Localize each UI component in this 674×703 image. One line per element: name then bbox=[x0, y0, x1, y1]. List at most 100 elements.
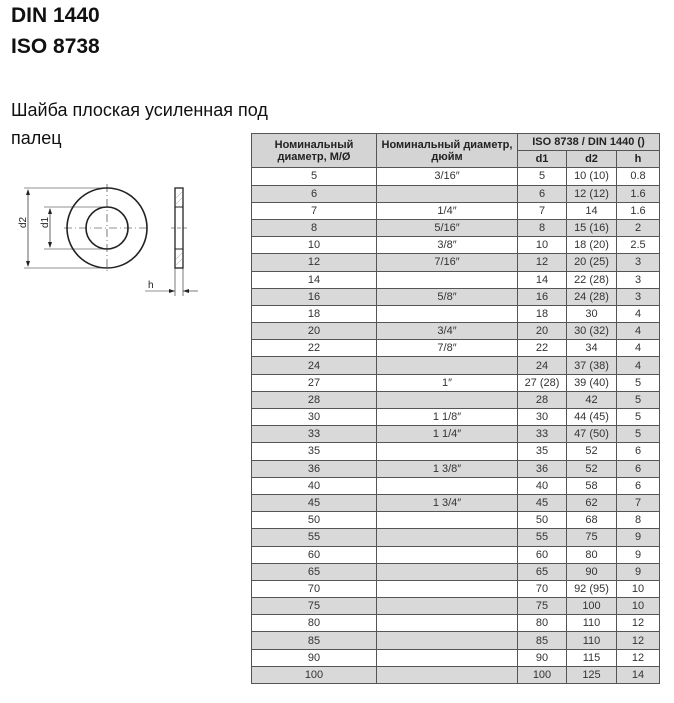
cell-d1: 12 bbox=[517, 253, 567, 272]
cell-nominal-metric: 5 bbox=[251, 167, 377, 186]
cell-h: 9 bbox=[616, 562, 660, 581]
cell-nominal-inch: 7/8″ bbox=[376, 339, 518, 358]
cell-h: 4 bbox=[616, 304, 660, 324]
cell-h: 6 bbox=[616, 442, 660, 461]
cell-h: 12 bbox=[616, 614, 660, 633]
cell-d2: 58 bbox=[566, 476, 617, 495]
cell-h: 6 bbox=[616, 476, 660, 495]
cell-h: 3 bbox=[616, 287, 660, 306]
cell-nominal-metric: 50 bbox=[251, 511, 377, 530]
cell-nominal-inch bbox=[376, 476, 518, 495]
cell-nominal-metric: 6 bbox=[251, 184, 377, 203]
cell-h: 4 bbox=[616, 322, 660, 341]
cell-h: 3 bbox=[616, 253, 660, 272]
cell-d1: 30 bbox=[517, 407, 567, 427]
cell-d1: 40 bbox=[517, 476, 567, 495]
cell-d2: 24 (28) bbox=[566, 287, 617, 306]
cell-d2: 18 (20) bbox=[566, 236, 617, 255]
cell-nominal-inch bbox=[376, 597, 518, 616]
cell-d1: 60 bbox=[517, 545, 567, 564]
table-row: 28 28 42 5 bbox=[251, 390, 660, 410]
cell-d1: 75 bbox=[517, 597, 567, 616]
washer-size-table: Номинальный диаметр, М/Ø Номинальный диа… bbox=[251, 132, 660, 685]
cell-h: 5 bbox=[616, 425, 660, 444]
cell-d2: 22 (28) bbox=[566, 270, 617, 289]
cell-nominal-inch: 1 1/8″ bbox=[376, 407, 518, 427]
cell-h: 5 bbox=[616, 390, 660, 410]
cell-nominal-inch: 5/8″ bbox=[376, 287, 518, 306]
inner-circle bbox=[85, 206, 129, 250]
cell-d2: 62 bbox=[566, 493, 617, 513]
cell-nominal-metric: 55 bbox=[251, 528, 377, 547]
cell-nominal-inch bbox=[376, 545, 518, 564]
cell-h: 10 bbox=[616, 597, 660, 616]
label-h: h bbox=[148, 280, 154, 291]
cell-nominal-metric: 7 bbox=[251, 201, 377, 220]
cell-d2: 115 bbox=[566, 648, 617, 667]
table-row: 20 3/4″ 20 30 (32) 4 bbox=[251, 322, 660, 341]
cell-d1: 27 (28) bbox=[517, 373, 567, 392]
cell-nominal-inch: 1″ bbox=[376, 373, 518, 392]
cell-d1: 10 bbox=[517, 236, 567, 255]
table-row: 100 100 125 14 bbox=[251, 665, 660, 685]
cell-nominal-metric: 60 bbox=[251, 545, 377, 564]
cell-nominal-metric: 12 bbox=[251, 253, 377, 272]
cell-d2: 37 (38) bbox=[566, 356, 617, 375]
cell-d2: 42 bbox=[566, 390, 617, 410]
cell-nominal-metric: 45 bbox=[251, 493, 377, 513]
table-row: 6 6 12 (12) 1.6 bbox=[251, 184, 660, 203]
cell-d2: 52 bbox=[566, 442, 617, 461]
cell-nominal-metric: 65 bbox=[251, 562, 377, 581]
cell-d2: 110 bbox=[566, 631, 617, 650]
cell-nominal-inch: 3/4″ bbox=[376, 322, 518, 341]
cell-h: 9 bbox=[616, 545, 660, 564]
cell-nominal-metric: 36 bbox=[251, 459, 377, 478]
cell-d1: 80 bbox=[517, 614, 567, 633]
cell-nominal-inch bbox=[376, 528, 518, 547]
cell-h: 1.6 bbox=[616, 201, 660, 220]
cell-d1: 20 bbox=[517, 322, 567, 341]
cell-nominal-inch bbox=[376, 390, 518, 410]
title-iso: ISO 8738 bbox=[11, 35, 100, 58]
label-d1: d1 bbox=[40, 216, 51, 228]
table-row: 10 3/8″ 10 18 (20) 2.5 bbox=[251, 236, 660, 255]
cell-nominal-inch bbox=[376, 356, 518, 375]
cell-d2: 47 (50) bbox=[566, 425, 617, 444]
washer-drawing: d2 d1 h bbox=[18, 184, 198, 296]
cell-d1: 33 bbox=[517, 425, 567, 444]
table-row: 27 1″ 27 (28) 39 (40) 5 bbox=[251, 373, 660, 392]
table-row: 60 60 80 9 bbox=[251, 545, 660, 564]
cell-nominal-metric: 90 bbox=[251, 648, 377, 667]
header-d1: d1 bbox=[517, 150, 567, 169]
cell-h: 10 bbox=[616, 579, 660, 599]
cell-d1: 36 bbox=[517, 459, 567, 478]
cell-nominal-inch: 1 3/8″ bbox=[376, 459, 518, 478]
table-row: 55 55 75 9 bbox=[251, 528, 660, 547]
cell-d2: 12 (12) bbox=[566, 184, 617, 203]
cell-nominal-inch bbox=[376, 442, 518, 461]
table-row: 12 7/16″ 12 20 (25) 3 bbox=[251, 253, 660, 272]
table-row: 18 18 30 4 bbox=[251, 304, 660, 324]
cell-d2: 75 bbox=[566, 528, 617, 547]
cell-d2: 92 (95) bbox=[566, 579, 617, 599]
cell-nominal-metric: 100 bbox=[251, 665, 377, 685]
cell-d2: 80 bbox=[566, 545, 617, 564]
cell-h: 7 bbox=[616, 493, 660, 513]
header-d2: d2 bbox=[566, 150, 617, 169]
cell-d2: 30 bbox=[566, 304, 617, 324]
cell-d1: 85 bbox=[517, 631, 567, 650]
cell-d2: 100 bbox=[566, 597, 617, 616]
title-din: DIN 1440 bbox=[11, 4, 100, 27]
cell-d2: 44 (45) bbox=[566, 407, 617, 427]
cell-h: 3 bbox=[616, 270, 660, 289]
cell-d1: 14 bbox=[517, 270, 567, 289]
cell-h: 12 bbox=[616, 631, 660, 650]
cell-d1: 6 bbox=[517, 184, 567, 203]
cell-h: 2.5 bbox=[616, 236, 660, 255]
table-row: 70 70 92 (95) 10 bbox=[251, 579, 660, 599]
cell-h: 12 bbox=[616, 648, 660, 667]
cell-nominal-metric: 40 bbox=[251, 476, 377, 495]
table-row: 75 75 100 10 bbox=[251, 597, 660, 616]
cell-nominal-inch: 1/4″ bbox=[376, 201, 518, 220]
cell-nominal-metric: 14 bbox=[251, 270, 377, 289]
